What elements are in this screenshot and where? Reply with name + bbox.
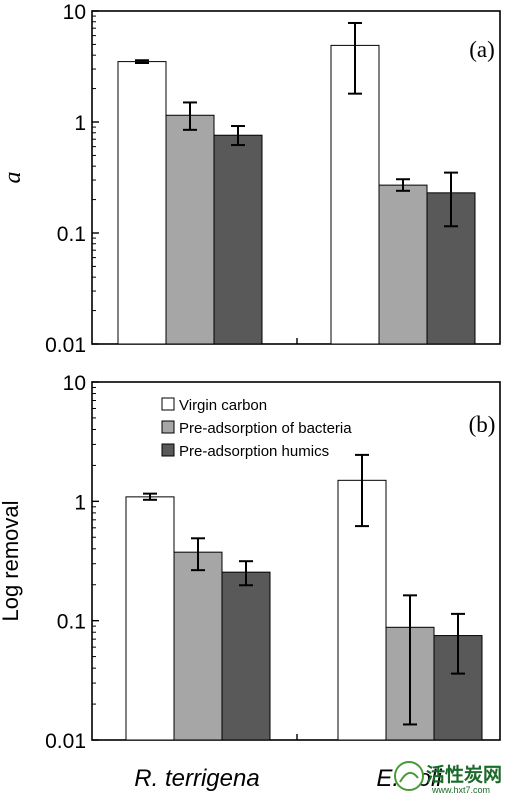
legend-swatch xyxy=(161,397,175,411)
y-axis-label: Log removal xyxy=(0,500,23,621)
bar xyxy=(330,44,380,345)
y-tick-label: 10 xyxy=(63,372,86,395)
bar xyxy=(213,134,263,345)
plot-frame xyxy=(91,381,501,741)
y-tick-label: 1 xyxy=(74,112,86,135)
y-tick-label: 0.01 xyxy=(45,334,86,357)
y-tick-label: 10 xyxy=(63,1,86,24)
panel-label: (a) xyxy=(469,37,495,62)
watermark-url: www.hxt7.com xyxy=(431,785,490,795)
bar xyxy=(125,496,175,741)
y-tick-label: 0.01 xyxy=(45,730,86,753)
bar xyxy=(221,571,271,741)
legend-entry: Virgin carbon xyxy=(179,397,267,414)
legend-entry: Pre-adsorption of bacteria xyxy=(179,420,352,437)
watermark-leaf-icon xyxy=(399,771,419,783)
y-tick-label: 0.1 xyxy=(57,223,86,246)
watermark-logo-icon xyxy=(394,761,424,791)
watermark-text: 活性炭网 xyxy=(426,763,502,786)
panel-label: (b) xyxy=(469,412,496,437)
y-axis-label: a xyxy=(0,172,26,184)
bar xyxy=(378,184,428,345)
legend-swatch xyxy=(161,443,175,457)
chart-panel-b: 0.01 0.1 1 10 Log removal (b) xyxy=(0,372,501,753)
legend-entry: Pre-adsorption humics xyxy=(179,443,329,460)
y-tick-label: 1 xyxy=(74,491,86,514)
bar xyxy=(117,61,167,345)
watermark: 活性炭网 www.hxt7.com xyxy=(394,761,502,795)
bar xyxy=(173,551,223,741)
bar xyxy=(165,114,215,345)
legend-swatch xyxy=(161,420,175,434)
x-category-label: R. terrigena xyxy=(134,765,259,792)
chart-panel-a: 0.01 0.1 1 10 a (a) xyxy=(0,1,501,357)
plot-frame xyxy=(91,10,501,345)
legend: Virgin carbon Pre-adsorption of bacteria P… xyxy=(161,397,352,460)
y-tick-label: 0.1 xyxy=(57,611,86,634)
